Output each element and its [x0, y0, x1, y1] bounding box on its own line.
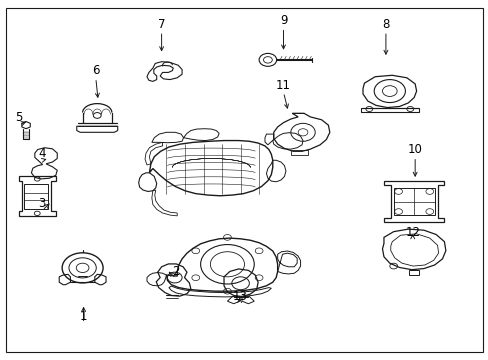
Text: 9: 9: [279, 14, 286, 27]
Text: 13: 13: [232, 291, 246, 303]
Text: 6: 6: [92, 64, 100, 77]
Text: 5: 5: [16, 111, 23, 124]
Text: 3: 3: [39, 197, 46, 210]
Text: 12: 12: [405, 226, 419, 239]
Text: 10: 10: [407, 143, 422, 156]
Text: 7: 7: [158, 18, 165, 31]
Text: 4: 4: [39, 147, 46, 160]
Text: 8: 8: [382, 18, 389, 31]
Text: 1: 1: [80, 310, 87, 323]
Text: 2: 2: [172, 265, 180, 278]
Text: 11: 11: [275, 79, 290, 92]
